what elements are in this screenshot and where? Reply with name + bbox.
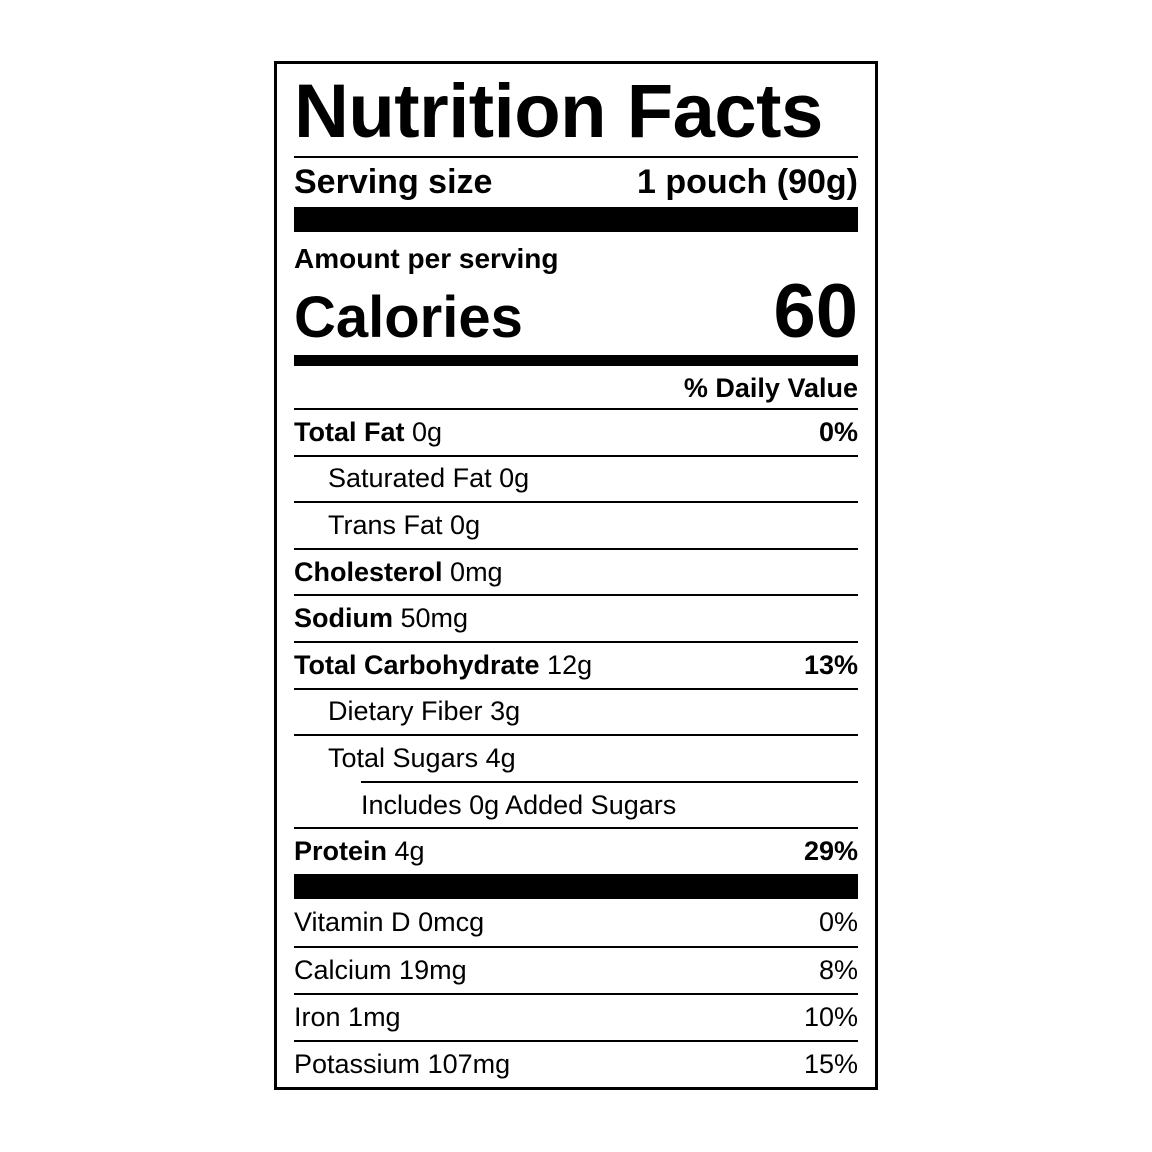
vitamin-amount: 19mg [399, 955, 467, 985]
divider [294, 874, 858, 899]
vitamin-row: Vitamin D 0mcg 0% [294, 899, 858, 946]
vitamin-row: Iron 1mg 10% [294, 993, 858, 1040]
nutrient-dv: 29% [803, 836, 858, 867]
nutrient-dv: 13% [803, 649, 858, 680]
nutrient-name: Total Carbohydrate [294, 649, 540, 680]
vitamin-info: Calcium 19mg [294, 955, 467, 986]
nutrient-dv: 0% [818, 416, 858, 447]
vitamin-name: Calcium [294, 955, 392, 985]
nutrient-info: Protein 4g [294, 836, 425, 867]
nutrient-name: Total Sugars [328, 743, 479, 774]
vitamin-info: Potassium 107mg [294, 1049, 510, 1080]
nutrient-row: Total Carbohydrate 12g 13% [294, 641, 858, 688]
nutrient-name: Total Fat [294, 416, 405, 447]
nutrition-label: Nutrition Facts Serving size 1 pouch (90… [274, 61, 878, 1090]
nutrient-row: Includes 0g Added Sugars [361, 780, 858, 828]
calories-label: Calories [294, 285, 523, 351]
calories-value: 60 [773, 269, 858, 355]
title: Nutrition Facts [294, 64, 858, 158]
vitamin-amount: 107mg [427, 1049, 511, 1079]
nutrient-info: Includes 0g Added Sugars [361, 790, 676, 821]
vitamin-name: Iron [294, 1002, 341, 1032]
nutrient-row: Sodium 50mg [294, 594, 858, 641]
nutrient-name: Includes 0g Added Sugars [361, 789, 677, 820]
vitamin-dv: 10% [803, 1002, 858, 1032]
nutrient-amount: 3g [490, 696, 521, 727]
calories-row: Calories 60 [294, 269, 858, 355]
vitamin-name: Potassium [294, 1049, 421, 1079]
nutrient-amount: 0mg [450, 556, 503, 587]
nutrient-row: Dietary Fiber 3g [294, 687, 858, 735]
nutrient-amount: 0g [450, 510, 481, 541]
nutrient-name: Saturated Fat [328, 463, 492, 494]
vitamin-dv: 8% [818, 955, 858, 985]
nutrient-row: Trans Fat 0g [294, 501, 858, 548]
nutrient-amount: 12g [547, 649, 593, 680]
nutrient-info: Total Fat 0g [294, 417, 442, 448]
vitamin-list: Vitamin D 0mcg 0% Calcium 19mg 8% Iron 1mg 10… [294, 899, 858, 1087]
nutrient-amount: 0g [499, 463, 530, 494]
vitamin-row: Potassium 107mg 15% [294, 1040, 858, 1087]
nutrient-amount: 50mg [400, 603, 469, 634]
nutrient-row: Cholesterol 0mg [294, 547, 858, 595]
nutrient-row: Saturated Fat 0g [294, 454, 858, 502]
vitamin-dv: 15% [803, 1049, 858, 1079]
nutrient-amount: 4g [485, 743, 516, 774]
nutrient-info: Cholesterol 0mg [294, 557, 503, 588]
nutrient-info: Total Carbohydrate 12g [294, 650, 592, 681]
nutrient-row: Total Sugars 4g [294, 734, 858, 781]
nutrient-name: Protein [294, 836, 388, 867]
nutrient-info: Saturated Fat 0g [328, 463, 529, 494]
nutrient-info: Dietary Fiber 3g [328, 696, 520, 727]
vitamin-amount: 0mcg [418, 907, 485, 937]
nutrient-info: Sodium 50mg [294, 603, 468, 634]
nutrient-name: Dietary Fiber [328, 696, 483, 727]
amount-per-serving: Amount per serving [294, 243, 559, 275]
serving-label: Serving size [294, 163, 493, 202]
nutrient-amount: 4g [394, 836, 425, 867]
vitamin-info: Iron 1mg [294, 1002, 401, 1033]
vitamin-amount: 1mg [348, 1002, 401, 1032]
nutrient-row: Total Fat 0g 0% [294, 408, 858, 455]
vitamin-name: Vitamin D [294, 907, 411, 937]
vitamin-info: Vitamin D 0mcg [294, 907, 484, 938]
nutrient-info: Trans Fat 0g [328, 510, 480, 541]
divider [294, 207, 858, 233]
vitamin-dv: 0% [818, 907, 858, 937]
nutrient-name: Trans Fat [328, 510, 443, 541]
nutrient-row: Protein 4g 29% [294, 827, 858, 874]
divider [294, 355, 858, 367]
nutrient-amount: 0g [412, 416, 443, 447]
serving-row: Serving size 1 pouch (90g) [294, 158, 858, 207]
daily-value-header: % Daily Value [683, 373, 858, 404]
nutrient-name: Cholesterol [294, 556, 443, 587]
nutrient-list: Total Fat 0g 0% Saturated Fat 0g Trans Fat … [294, 408, 858, 874]
serving-value: 1 pouch (90g) [636, 163, 858, 202]
vitamin-row: Calcium 19mg 8% [294, 946, 858, 993]
nutrient-info: Total Sugars 4g [328, 743, 516, 774]
nutrient-name: Sodium [294, 603, 393, 634]
